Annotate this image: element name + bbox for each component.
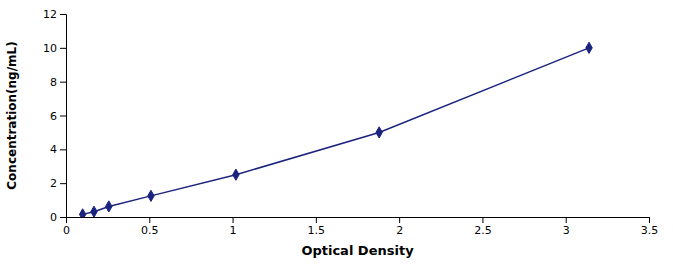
axis-line — [60, 15, 67, 218]
tick-mark — [60, 14, 66, 15]
tick-label: 4 — [50, 143, 57, 156]
tick-label: 8 — [50, 76, 57, 89]
tick: 2 — [396, 217, 403, 237]
point — [79, 209, 85, 217]
tick: 3 — [563, 217, 570, 237]
tick: 1.5 — [308, 217, 326, 237]
tick: 2 — [50, 177, 66, 190]
point — [91, 206, 97, 217]
tick-mark — [60, 82, 66, 83]
point — [148, 190, 154, 201]
tick: 10 — [43, 42, 66, 55]
tick-label: 6 — [50, 110, 57, 123]
x-axis-title: Optical Density — [301, 243, 414, 258]
tick-mark — [649, 217, 650, 223]
tick-label: 2 — [396, 224, 403, 237]
point — [586, 42, 592, 53]
tick: 12 — [43, 8, 66, 21]
tick: 4 — [50, 143, 66, 156]
tick-label: 0 — [63, 224, 70, 237]
tick-label: 1.5 — [308, 224, 326, 237]
tick-label: 10 — [43, 42, 57, 55]
y-axis: 0 2 4 6 8 10 12 — [43, 8, 67, 224]
tick-mark — [566, 217, 567, 223]
tick-label: 0 — [50, 211, 57, 224]
tick: 2.5 — [474, 217, 492, 237]
tick-label: 1 — [230, 224, 237, 237]
tick-mark — [149, 217, 150, 223]
line — [83, 48, 589, 215]
tick-mark — [233, 217, 234, 223]
tick: 3.5 — [641, 217, 659, 237]
tick-label: 3 — [563, 224, 570, 237]
y-axis-title: Concentration(ng/mL) — [5, 41, 19, 189]
tick: 0 — [50, 211, 66, 224]
tick-label: 12 — [43, 8, 57, 21]
tick-mark — [482, 217, 483, 223]
point — [233, 169, 239, 180]
x-axis: 0 0.5 1 1.5 2 2.5 3 3.5 — [63, 217, 658, 237]
tick: 0.5 — [141, 217, 159, 237]
tick-mark — [60, 116, 66, 117]
series — [79, 42, 592, 217]
point — [376, 127, 382, 138]
tick: 1 — [230, 217, 237, 237]
tick: 8 — [50, 76, 66, 89]
tick: 6 — [50, 110, 66, 123]
tick-label: 3.5 — [641, 224, 659, 237]
axis-line — [67, 218, 650, 224]
tick-mark — [60, 217, 66, 218]
chart: 0 0.5 1 1.5 2 2.5 3 3.5 0 2 4 6 8 10 12 Optical Density… — [0, 0, 673, 265]
tick-label: 2 — [50, 177, 57, 190]
plot: 0 0.5 1 1.5 2 2.5 3 3.5 0 2 4 6 8 10 12 — [43, 8, 658, 237]
tick-label: 2.5 — [474, 224, 492, 237]
tick: 0 — [63, 217, 70, 237]
tick-mark — [60, 149, 66, 150]
tick-mark — [316, 217, 317, 223]
tick-label: 0.5 — [141, 224, 159, 237]
tick-mark — [399, 217, 400, 223]
tick-mark — [60, 48, 66, 49]
point — [106, 201, 112, 212]
tick-mark — [60, 183, 66, 184]
